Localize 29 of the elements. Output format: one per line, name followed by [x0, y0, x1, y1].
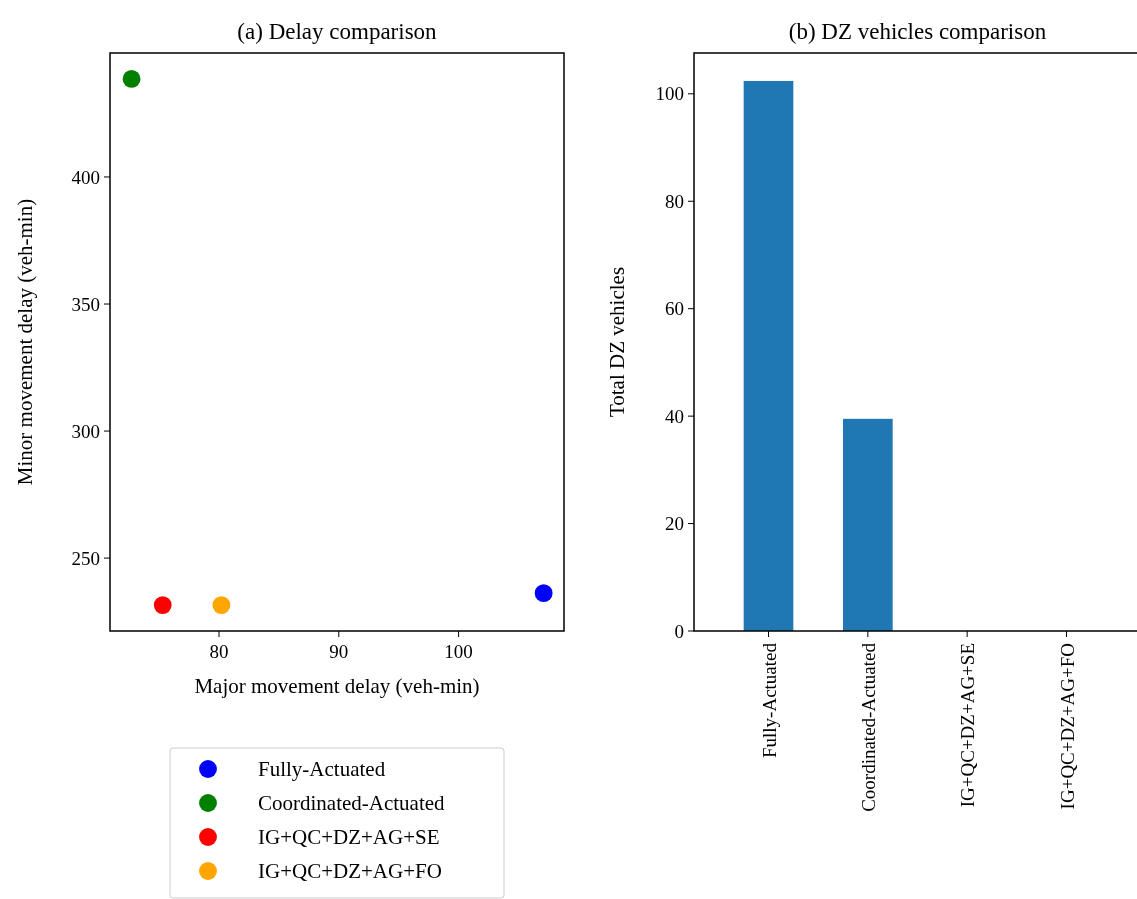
y-tick-label: 0 [674, 620, 684, 642]
x-axis-title: Major movement delay (veh-min) [194, 674, 480, 698]
legend-label: Fully-Actuated [258, 757, 386, 781]
point [122, 70, 141, 88]
point [153, 596, 172, 614]
y-tick-label: 40 [665, 405, 684, 427]
y-tick-label: 250 [71, 547, 100, 569]
y-tick-label: 60 [665, 298, 684, 320]
y-tick-label: 100 [655, 83, 684, 105]
point [534, 584, 553, 603]
legend-label: IG+QC+DZ+AG+SE [258, 825, 440, 849]
y-tick-label: 400 [71, 166, 100, 188]
x-tick-label: IG+QC+DZ+AG+SE [957, 643, 979, 808]
y-tick-label: 20 [665, 513, 684, 535]
x-tick-label: Fully-Actuated [758, 642, 780, 759]
y-tick-label: 80 [665, 190, 684, 212]
point [212, 596, 231, 614]
chart-title: (b) DZ vehicles comparison [788, 19, 1047, 44]
x-tick-label: IG+QC+DZ+AG+FO [1056, 643, 1078, 810]
y-axis-title: Total DZ vehicles [605, 266, 629, 418]
x-tick-label: 90 [329, 641, 349, 662]
y-axis-title: Minor movement delay (veh-min) [13, 198, 37, 486]
x-tick-label: Coordinated-Actuated [857, 642, 879, 812]
chart-title: (a) Delay comparison [237, 19, 438, 44]
y-tick-label: 300 [71, 420, 100, 442]
x-tick-label: 100 [444, 641, 473, 662]
y-tick-label: 350 [71, 293, 100, 315]
legend-label: IG+QC+DZ+AG+FO [258, 859, 442, 883]
x-tick-label: 80 [209, 641, 229, 662]
